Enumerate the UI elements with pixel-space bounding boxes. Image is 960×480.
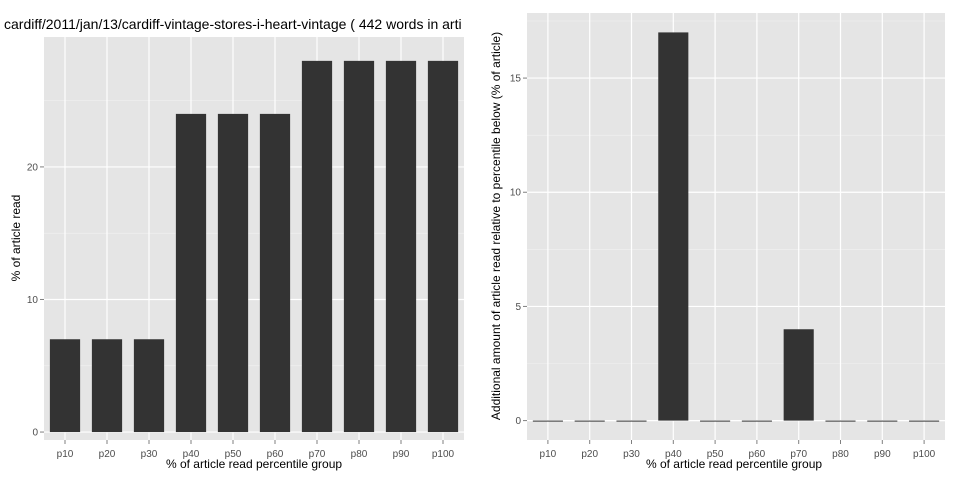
chart-left-bar-p60	[259, 113, 291, 433]
chart-right-x-tick-label: p70	[790, 449, 807, 460]
chart-right-bar-p70	[783, 329, 814, 421]
chart-right-x-tick-label: p100	[913, 449, 936, 460]
chart-left-x-axis-label: % of article read percentile group	[166, 457, 342, 471]
chart-left: cardiff/2011/jan/13/cardiff-vintage-stor…	[4, 16, 464, 471]
chart-left-bar-p90	[385, 60, 417, 433]
chart-right-x-tick-label: p50	[707, 449, 724, 460]
chart-right-x-tick-label: p20	[581, 449, 598, 460]
chart-left-bars	[49, 60, 459, 433]
chart-right-bar-p10	[532, 420, 563, 422]
chart-right-bar-p60	[741, 420, 772, 422]
chart-left-x-tick-label: p20	[99, 449, 116, 460]
chart-right-y-tick-label: 0	[515, 416, 521, 427]
chart-left-x-ticks: p10 p20 p30 p40 p50 p60 p70 p80 p90 p100	[57, 440, 455, 460]
chart-right-bar-p20	[574, 420, 605, 422]
chart-right-bars	[532, 32, 940, 422]
chart-right: 0 5 10 15 p10 p20 p30 p40 p50 p60 p70 p80 p90 p100 %…	[489, 13, 945, 471]
chart-left-bar-p10	[49, 339, 81, 433]
chart-right-bar-p100	[909, 420, 940, 422]
chart-right-x-tick-label: p60	[749, 449, 766, 460]
chart-right-y-ticks: 0 5 10 15	[510, 74, 527, 427]
chart-left-y-axis-label: % of article read	[9, 195, 23, 282]
chart-right-y-tick-label: 5	[515, 302, 521, 313]
chart-left-x-tick-label: p10	[57, 449, 74, 460]
chart-right-y-tick-label: 15	[510, 74, 522, 85]
chart-right-bar-p40	[658, 32, 689, 421]
chart-left-bar-p50	[217, 113, 249, 433]
chart-left-y-tick-label: 0	[32, 428, 38, 439]
chart-right-y-axis-label: Additional amount of article read relati…	[489, 32, 503, 420]
chart-left-x-tick-label: p70	[309, 449, 326, 460]
chart-left-bar-p30	[133, 339, 165, 433]
chart-left-x-tick-label: p50	[225, 449, 242, 460]
chart-left-y-tick-label: 20	[27, 162, 39, 173]
chart-left-y-tick-label: 10	[27, 295, 39, 306]
chart-left-bar-p20	[91, 339, 123, 433]
chart-right-x-tick-label: p80	[832, 449, 849, 460]
chart-left-x-tick-label: p90	[393, 449, 410, 460]
chart-right-x-axis-label: % of article read percentile group	[646, 457, 822, 471]
chart-left-bar-p70	[301, 60, 333, 433]
chart-left-bar-p100	[427, 60, 459, 433]
chart-right-x-tick-label: p10	[540, 449, 557, 460]
chart-left-x-tick-label: p60	[267, 449, 284, 460]
chart-left-bar-p80	[343, 60, 375, 433]
chart-right-y-tick-label: 10	[510, 188, 522, 199]
chart-left-y-ticks: 0 10 20	[27, 162, 44, 439]
chart-right-plot-area	[527, 13, 945, 440]
chart-left-title: cardiff/2011/jan/13/cardiff-vintage-stor…	[4, 16, 462, 32]
chart-left-bar-p40	[175, 113, 207, 433]
chart-right-bar-p50	[700, 420, 731, 422]
chart-right-x-ticks: p10 p20 p30 p40 p50 p60 p70 p80 p90 p100	[540, 440, 936, 460]
chart-right-bar-p80	[825, 420, 856, 422]
chart-left-x-tick-label: p100	[432, 449, 455, 460]
chart-right-x-tick-label: p30	[623, 449, 640, 460]
chart-right-x-tick-label: p40	[665, 449, 682, 460]
chart-left-x-tick-label: p80	[351, 449, 368, 460]
chart-right-bar-p30	[616, 420, 647, 422]
chart-right-bar-p90	[867, 420, 898, 422]
chart-right-x-tick-label: p90	[874, 449, 891, 460]
chart-left-x-tick-label: p30	[141, 449, 158, 460]
chart-left-x-tick-label: p40	[183, 449, 200, 460]
